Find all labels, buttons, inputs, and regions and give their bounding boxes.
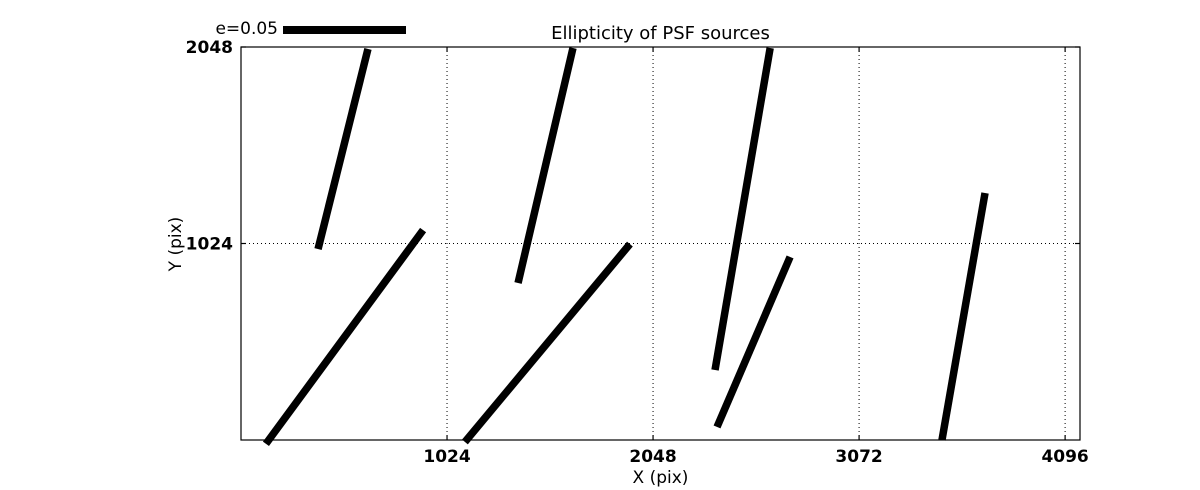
whisker-segment [262, 227, 427, 447]
whisker-segment [711, 47, 774, 371]
x-tick-label: 3072 [835, 447, 882, 467]
legend-sample-line [283, 26, 406, 34]
y-axis-label: Y (pix) [166, 216, 186, 272]
legend-label: e=0.05 [215, 19, 278, 39]
whisker-segment [938, 192, 989, 441]
x-tick-label: 1024 [423, 447, 470, 467]
whisker-segment [462, 241, 633, 445]
whisker-segment [713, 255, 794, 429]
x-axis-label: X (pix) [632, 468, 689, 488]
y-tick-label: 2048 [186, 38, 233, 58]
x-tick-label: 4096 [1041, 447, 1088, 467]
whisker-segment [314, 48, 372, 250]
whisker-segment [514, 47, 577, 284]
y-tick-label: 1024 [186, 235, 233, 255]
chart-title: Ellipticity of PSF sources [551, 23, 770, 44]
x-tick-label: 2048 [629, 447, 676, 467]
